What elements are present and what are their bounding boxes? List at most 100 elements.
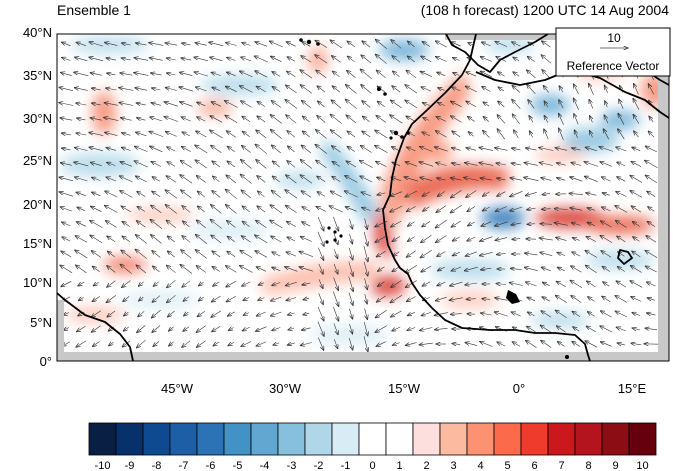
wind-vector xyxy=(240,266,253,273)
wind-vector xyxy=(645,175,657,184)
wind-vector xyxy=(137,192,146,197)
wind-vector xyxy=(437,178,446,180)
wind-vector xyxy=(194,72,208,77)
wind-vector xyxy=(333,216,338,231)
wind-vector xyxy=(164,102,178,107)
wind-vector xyxy=(648,84,654,95)
wind-vector xyxy=(586,236,597,242)
longitude-axis: 45°W 30°W 15°W 0° 15°E xyxy=(161,381,646,396)
wind-vector xyxy=(151,73,162,75)
wind-vector xyxy=(196,340,206,348)
wind-vector xyxy=(584,162,598,167)
wind-vector xyxy=(106,58,117,60)
wind-vector xyxy=(436,163,447,166)
colorbar-box xyxy=(304,422,333,456)
wind-vector xyxy=(166,58,176,60)
wind-vector xyxy=(168,310,175,317)
wind-vector xyxy=(436,235,447,243)
wind-vector xyxy=(556,163,566,165)
wind-vector xyxy=(273,343,280,345)
wind-vector xyxy=(149,58,163,61)
wind-vector xyxy=(301,191,312,198)
wind-vector xyxy=(451,42,461,47)
wind-vector xyxy=(573,84,579,95)
wind-vector xyxy=(299,251,314,257)
wind-vector xyxy=(573,327,580,332)
wind-vector xyxy=(287,237,296,242)
wind-vector xyxy=(181,250,192,259)
wind-vector xyxy=(481,313,492,315)
wind-vector xyxy=(227,58,236,61)
wind-vector xyxy=(107,163,116,166)
wind-vector xyxy=(377,101,385,108)
wind-vector xyxy=(468,221,475,226)
wind-vector xyxy=(256,86,266,92)
wind-vector xyxy=(509,283,523,286)
wind-vector xyxy=(362,116,370,122)
wind-vector xyxy=(392,86,401,93)
wind-vector xyxy=(107,251,115,257)
wind-vector xyxy=(78,297,84,300)
wind-vector xyxy=(589,99,594,109)
wind-vector xyxy=(61,133,71,135)
wind-vector xyxy=(288,328,294,330)
wind-vector xyxy=(270,205,283,214)
wind-vector xyxy=(285,282,297,285)
wind-vector xyxy=(124,312,129,316)
wind-vector xyxy=(450,314,462,315)
wind-vector xyxy=(271,311,282,316)
wind-vector xyxy=(62,148,71,150)
wind-vector xyxy=(589,83,594,95)
wind-vector xyxy=(648,207,655,212)
wind-vector xyxy=(286,85,297,94)
wind-vector xyxy=(364,218,368,230)
wind-vector xyxy=(302,222,311,227)
wind-vector xyxy=(213,281,220,286)
wind-vector xyxy=(91,88,101,90)
wind-vector xyxy=(211,145,222,153)
wind-vector xyxy=(420,177,433,181)
wind-vector xyxy=(393,71,400,78)
wind-vector xyxy=(407,328,416,331)
wind-vector xyxy=(211,205,222,214)
wind-vector xyxy=(242,146,251,153)
wind-vector xyxy=(497,342,506,347)
wind-vector xyxy=(122,340,130,347)
wind-vector xyxy=(497,178,506,180)
colorbar-box xyxy=(493,422,522,456)
wind-vector xyxy=(122,221,130,227)
wind-vector xyxy=(375,54,387,64)
wind-vector xyxy=(240,250,253,258)
wind-vector xyxy=(406,70,417,79)
wind-vector xyxy=(348,337,353,350)
wind-vector xyxy=(600,221,612,228)
wind-vector xyxy=(180,265,193,274)
wind-vector xyxy=(496,284,506,285)
wind-vector xyxy=(541,340,552,348)
lat-tick-label: 20°N xyxy=(23,197,52,212)
wind-vector xyxy=(436,57,447,62)
wind-vector xyxy=(300,342,312,346)
wind-vector xyxy=(256,130,267,139)
wind-vector xyxy=(574,114,579,125)
wind-vector xyxy=(465,251,477,256)
wind-vector xyxy=(285,205,297,213)
wind-vector xyxy=(527,70,536,79)
wind-vector xyxy=(524,163,538,166)
wind-vector xyxy=(632,147,641,152)
wind-vector xyxy=(541,55,552,64)
wind-vector xyxy=(391,310,402,317)
wind-vector xyxy=(90,235,103,244)
wind-vector xyxy=(586,193,597,195)
wind-vector xyxy=(466,299,476,300)
colorbar-label: 4 xyxy=(477,460,483,471)
wind-vector xyxy=(180,160,192,168)
wind-vector xyxy=(435,41,447,48)
wind-vector xyxy=(227,146,235,152)
wind-vector xyxy=(60,163,72,166)
lat-tick-label: 25°N xyxy=(23,153,52,168)
wind-vector xyxy=(482,299,491,300)
wind-vector xyxy=(555,310,567,319)
wind-vector xyxy=(559,113,564,125)
wind-vector xyxy=(272,252,281,257)
